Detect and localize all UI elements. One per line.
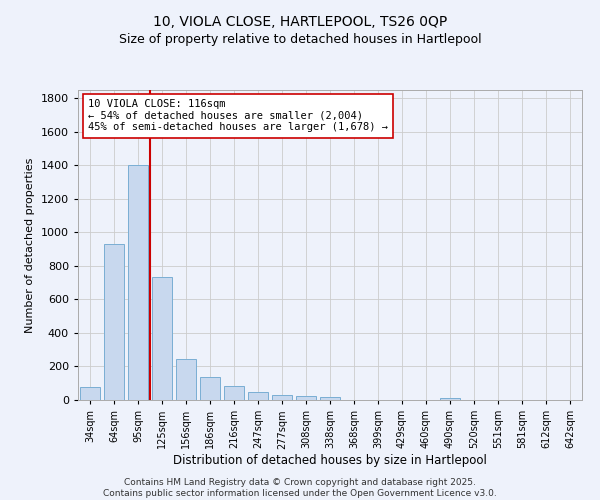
Bar	[440, 398, 460, 400]
Bar	[152, 277, 172, 400]
Bar	[272, 395, 292, 400]
Bar	[248, 392, 268, 400]
Bar	[128, 166, 148, 400]
Text: 10, VIOLA CLOSE, HARTLEPOOL, TS26 0QP: 10, VIOLA CLOSE, HARTLEPOOL, TS26 0QP	[153, 15, 447, 29]
Bar	[224, 386, 244, 400]
Text: 10 VIOLA CLOSE: 116sqm
← 54% of detached houses are smaller (2,004)
45% of semi-: 10 VIOLA CLOSE: 116sqm ← 54% of detached…	[88, 100, 388, 132]
Text: Contains HM Land Registry data © Crown copyright and database right 2025.
Contai: Contains HM Land Registry data © Crown c…	[103, 478, 497, 498]
Bar	[320, 398, 340, 400]
Bar	[80, 386, 100, 400]
X-axis label: Distribution of detached houses by size in Hartlepool: Distribution of detached houses by size …	[173, 454, 487, 467]
Bar	[200, 376, 220, 400]
Bar	[296, 396, 316, 400]
Bar	[104, 244, 124, 400]
Y-axis label: Number of detached properties: Number of detached properties	[25, 158, 35, 332]
Text: Size of property relative to detached houses in Hartlepool: Size of property relative to detached ho…	[119, 32, 481, 46]
Bar	[176, 359, 196, 400]
